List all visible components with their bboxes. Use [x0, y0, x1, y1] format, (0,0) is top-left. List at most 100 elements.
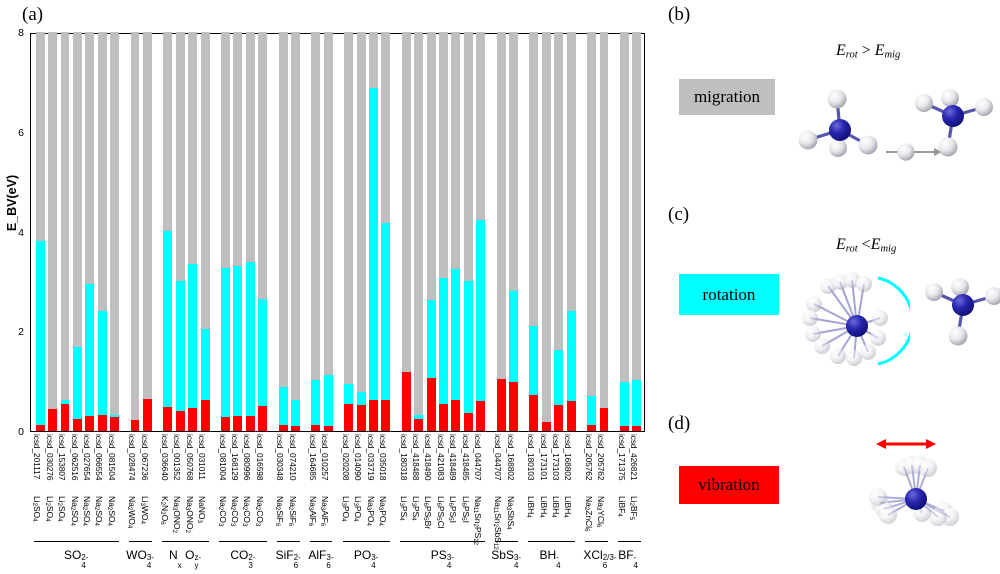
bar-segment-migration — [35, 32, 45, 242]
bar-stack — [439, 32, 448, 431]
bar-stack — [496, 32, 506, 431]
bar-segment-migration — [110, 32, 120, 415]
x-tick-label: icsd_426821 — [628, 434, 639, 481]
group-bracket — [585, 541, 609, 543]
bar-segment-rotation — [72, 347, 82, 419]
bar-segment-migration — [439, 32, 448, 279]
x-tick-compound-label: Na2CO3 — [228, 496, 241, 527]
bar-stack — [110, 32, 120, 431]
bar-stack — [323, 32, 333, 431]
x-tick-compound-label: Li3WO4 — [138, 496, 150, 524]
x-tick-label: icsd_081004 — [217, 434, 228, 481]
bar-segment-vibration — [476, 401, 486, 431]
x-tick-compound-label: Li3PS4 — [409, 496, 421, 521]
bar-segment-migration — [369, 32, 378, 88]
bar-stack — [72, 32, 82, 431]
x-tick-label: icsd_153807 — [57, 434, 68, 481]
bar-segment-vibration — [632, 426, 642, 431]
bar-segment-rotation — [369, 87, 378, 401]
x-tick-compound-label: Li3PS4 — [397, 496, 409, 521]
bar-stack — [509, 32, 519, 431]
x-tick-compound-label: Na3AlF6 — [319, 496, 331, 527]
x-tick-label: icsd_028474 — [127, 434, 138, 481]
group-bracket — [342, 541, 391, 543]
bar-segment-migration — [220, 32, 230, 269]
vibration-double-arrow-icon — [876, 439, 936, 449]
molecule-rotation — [802, 272, 910, 366]
bar-segment-migration — [130, 32, 140, 421]
group-label: XCl 2/3- 6 — [583, 548, 617, 571]
bar-segment-migration — [233, 32, 243, 267]
bar-stack — [188, 32, 198, 431]
bar-segment-rotation — [311, 380, 321, 426]
group-bracket — [34, 541, 119, 543]
bar-stack — [142, 32, 152, 431]
bar-segment-migration — [463, 32, 473, 282]
bar-segment-vibration — [554, 405, 564, 431]
x-tick-label: icsd_418489 — [448, 434, 459, 481]
bar-segment-vibration — [619, 426, 629, 431]
bar-segment-rotation — [188, 264, 198, 409]
x-tick-label: icsd_035018 — [378, 434, 389, 481]
x-tick-label: icsd_066554 — [94, 434, 105, 481]
x-tick-compound-label: Na2CO3 — [253, 496, 265, 527]
x-tick-label: icsd_027654 — [82, 434, 93, 481]
bar-stack — [130, 32, 140, 431]
bar-segment-vibration — [278, 425, 288, 431]
x-tick-compound-label: Na3YCl6 — [595, 496, 607, 528]
bar-segment-rotation — [291, 400, 300, 427]
bar-segment-vibration — [463, 413, 473, 431]
x-tick-compound-label: Na2SiF6 — [286, 496, 298, 527]
x-tick-label: icsd_030348 — [275, 434, 286, 481]
migration-arrow-icon — [886, 143, 942, 161]
bar-segment-migration — [97, 32, 107, 312]
bar-segment-vibration — [414, 419, 424, 431]
bar-stack — [414, 32, 424, 431]
bar-segment-rotation — [110, 414, 120, 418]
group-label: SiF 2- 6 — [275, 548, 301, 571]
bar-stack — [220, 32, 230, 431]
x-tick-compound-label: LiBH4 — [549, 496, 561, 518]
x-tick-compound-label: LiBH4 — [537, 496, 549, 518]
bar-segment-vibration — [439, 403, 448, 431]
panel-label-d: (d) — [668, 413, 691, 434]
bar-segment-migration — [323, 32, 333, 376]
bar-segment-migration — [356, 32, 366, 393]
x-tick-compound-label: Li6PS5I — [459, 496, 471, 523]
group-bracket — [309, 541, 333, 543]
bar-segment-migration — [554, 32, 564, 351]
bar-segment-rotation — [356, 392, 366, 406]
bar-segment-vibration — [291, 426, 300, 431]
group-bracket — [128, 541, 152, 543]
bar-segment-rotation — [35, 241, 45, 426]
bar-segment-vibration — [451, 400, 461, 431]
bar-segment-migration — [278, 32, 288, 388]
x-tick-compound-label: NaNO3 — [196, 496, 208, 523]
bar-segment-migration — [48, 32, 58, 409]
bar-segment-rotation — [509, 291, 519, 383]
bar-segment-rotation — [220, 268, 230, 418]
x-tick-compound-label: Li6PS5Br — [422, 496, 434, 529]
x-tick-label: icsd_074210 — [287, 434, 298, 481]
bar-segment-vibration — [311, 425, 321, 431]
bar-stack — [599, 32, 609, 431]
bar-segment-rotation — [245, 262, 255, 417]
bar-segment-migration — [142, 32, 152, 400]
bar-segment-vibration — [496, 379, 506, 431]
bar-stack — [381, 32, 391, 431]
bar-segment-vibration — [72, 418, 82, 431]
x-tick-label: icsd_418488 — [410, 434, 421, 481]
bar-segment-rotation — [463, 281, 473, 414]
x-tick-label: icsd_044707 — [493, 434, 504, 481]
bar-segment-vibration — [245, 416, 255, 431]
x-tick-compound-label: Li2BF5 — [627, 496, 639, 521]
bar-segment-rotation — [381, 222, 391, 400]
x-tick-label: icsd_001352 — [172, 434, 183, 481]
bar-segment-vibration — [356, 405, 366, 431]
bar-stack — [632, 32, 642, 431]
group-label: PO 3- 4 — [353, 548, 379, 571]
panel-label-c: (c) — [668, 204, 690, 225]
group-bracket — [276, 541, 300, 543]
bar-stack — [245, 32, 255, 431]
group-label: PS 3- 4 — [430, 548, 454, 571]
